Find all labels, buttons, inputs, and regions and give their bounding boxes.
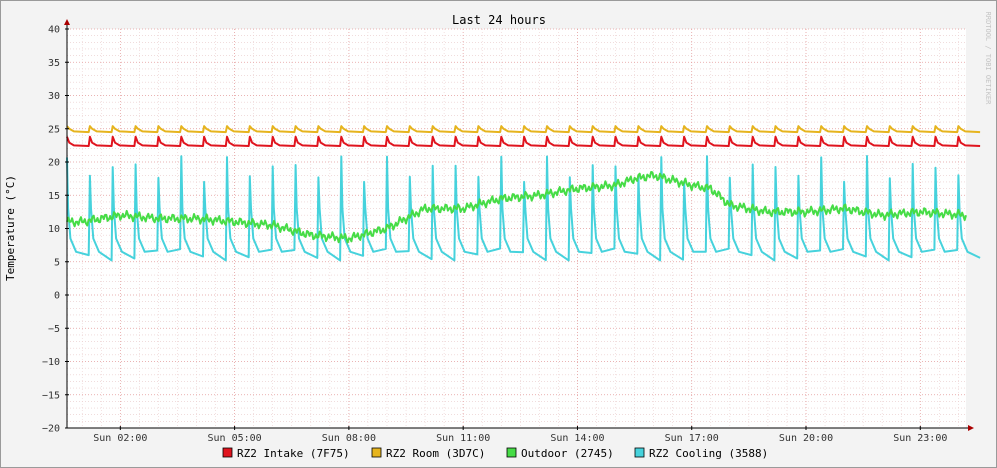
y-tick-label: 40 (48, 25, 60, 36)
x-tick-label: Sun 17:00 (665, 433, 719, 444)
legend-label: RZ2 Room (3D7C) (386, 447, 485, 460)
x-tick-labels: Sun 02:00 Sun 05:00 Sun 08:00 Sun 11:00 Sun … (93, 433, 947, 444)
x-tick-label: Sun 05:00 (208, 433, 262, 444)
watermark: RRDTOOL / TOBI OETIKER (984, 12, 992, 106)
legend-swatch (506, 447, 517, 458)
x-tick-label: Sun 14:00 (550, 433, 604, 444)
y-tick-label: 15 (48, 191, 60, 202)
y-tick-label: 35 (48, 58, 60, 69)
legend-label: RZ2 Intake (7F75) (237, 447, 350, 460)
y-axis-arrow (64, 19, 70, 25)
x-tick-label: Sun 23:00 (893, 433, 947, 444)
y-tick-label: −5 (48, 324, 60, 335)
x-axis-arrow (968, 425, 974, 431)
legend-swatch (222, 447, 233, 458)
y-tick-label: −15 (42, 390, 60, 401)
chart-title: Last 24 hours (452, 13, 546, 27)
y-tick-label: 5 (54, 257, 60, 268)
series-layer (66, 125, 981, 262)
y-tick-labels: 40 35 30 25 20 15 10 5 0 −5 −10 −15 −20 (42, 25, 60, 435)
y-tick-label: 20 (48, 158, 60, 169)
legend-swatch (634, 447, 645, 458)
y-tick-label: 10 (48, 224, 60, 235)
axes (64, 19, 974, 431)
major-grid (67, 28, 966, 429)
plot-area (67, 29, 966, 428)
y-tick-label: 25 (48, 124, 60, 135)
minor-grid (67, 29, 966, 428)
y-tick-label: 0 (54, 291, 60, 302)
x-tick-label: Sun 20:00 (779, 433, 833, 444)
series-line-rz2-cooling-3588 (66, 155, 981, 262)
legend-label: Outdoor (2745) (521, 447, 614, 460)
y-axis-label: Temperature (°C) (4, 175, 17, 281)
legend-label: RZ2 Cooling (3588) (649, 447, 768, 460)
series-line-rz2-room-3d7c (66, 125, 981, 134)
legend: RZ2 Intake (7F75) RZ2 Room (3D7C) Outdoor … (222, 447, 768, 460)
legend-swatch (371, 447, 382, 458)
x-tick-label: Sun 02:00 (93, 433, 147, 444)
x-tick-label: Sun 11:00 (436, 433, 490, 444)
series-line-rz2-intake-7f75 (66, 135, 981, 147)
y-tick-label: −10 (42, 357, 60, 368)
y-tick-label: 30 (48, 91, 60, 102)
x-tick-label: Sun 08:00 (322, 433, 376, 444)
series-line-outdoor-2745 (66, 171, 967, 244)
y-tick-label: −20 (42, 424, 60, 435)
